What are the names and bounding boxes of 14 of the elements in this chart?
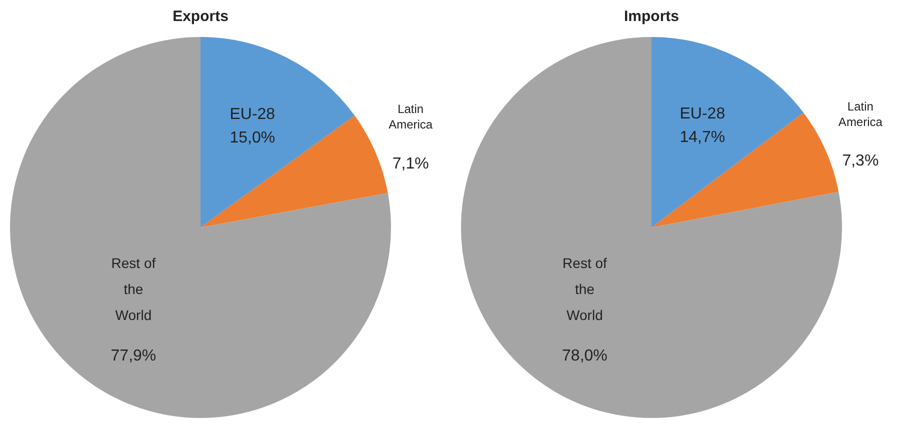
slice-label: EU-28 [680, 106, 726, 123]
data-label: 15,0% [230, 129, 276, 146]
slice-label: EU-28 [230, 106, 276, 124]
data-label: 77,9% [110, 347, 156, 364]
chart-title: Exports [172, 8, 228, 26]
slice-label: Rest of the World [562, 255, 607, 323]
data-label: 7,3% [842, 152, 879, 170]
chart-title: Imports [624, 8, 680, 26]
data-label: 14,7% [680, 128, 726, 146]
slice-label: Latin America [838, 99, 883, 129]
data-label: 7,1% [392, 155, 429, 172]
slice-label: Latin America [388, 102, 433, 132]
slice-label: Rest of the World [111, 254, 156, 323]
data-label: 78,0% [562, 347, 608, 364]
